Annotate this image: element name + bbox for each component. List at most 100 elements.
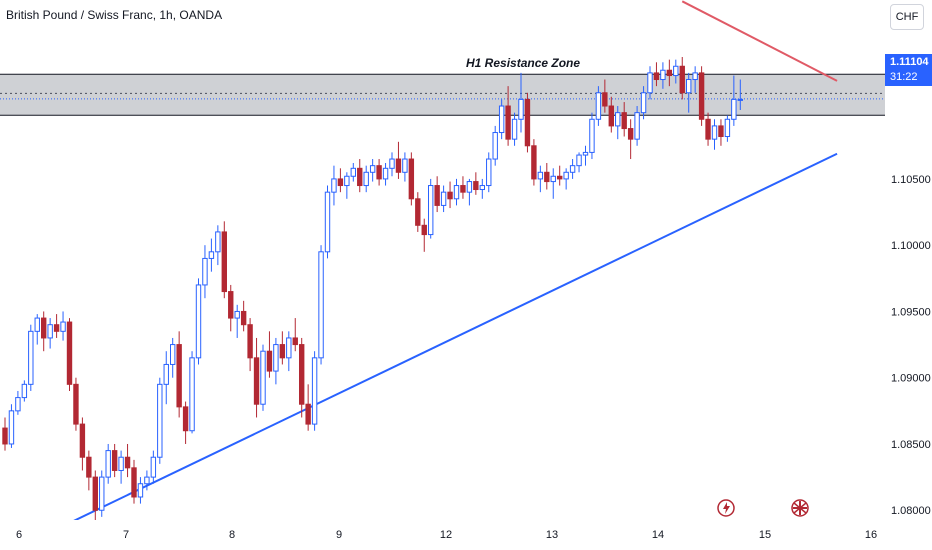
candle <box>47 318 53 349</box>
candle <box>131 459 137 504</box>
candle <box>686 72 692 113</box>
bar-countdown: 31:22 <box>890 71 918 83</box>
candle <box>357 159 363 193</box>
candle-body <box>382 167 389 180</box>
candle-body <box>531 145 537 180</box>
candle <box>279 331 286 365</box>
candle <box>15 390 21 415</box>
candle <box>92 470 98 524</box>
candle <box>673 59 679 84</box>
time-axis: 6 7 8 9 12 13 14 15 16 <box>0 520 885 550</box>
candle <box>189 351 195 434</box>
candle-body <box>453 185 460 200</box>
candle-body <box>15 397 21 412</box>
candle <box>337 168 344 193</box>
candle-body <box>170 344 176 365</box>
candle-body <box>537 171 544 180</box>
candle-body <box>376 165 382 180</box>
candle <box>157 377 163 464</box>
candle <box>331 165 337 206</box>
candle-body <box>292 337 298 346</box>
candle <box>589 112 595 160</box>
candle-body <box>737 98 743 101</box>
candle <box>41 311 47 352</box>
candle <box>99 470 105 517</box>
candle-body <box>479 185 486 191</box>
candle-body <box>131 467 137 498</box>
candle <box>299 337 305 418</box>
candle-body <box>602 92 608 107</box>
candle-body <box>369 165 376 173</box>
candle-body <box>434 185 440 206</box>
candle <box>634 106 640 146</box>
candle-body <box>311 357 318 425</box>
candle-body <box>731 98 737 120</box>
resistance-zone-label: H1 Resistance Zone <box>466 56 581 70</box>
candle-body <box>505 105 511 140</box>
candle <box>215 225 221 266</box>
candle <box>369 159 376 182</box>
support-trendline <box>10 152 838 550</box>
candle <box>195 278 202 365</box>
candle <box>692 66 698 93</box>
candle-body <box>299 344 305 405</box>
candle-body <box>389 158 395 169</box>
candle-body <box>608 105 614 127</box>
candle <box>111 443 118 478</box>
candle <box>234 304 240 338</box>
candle <box>389 152 395 177</box>
candle <box>273 337 279 385</box>
resistance-zone-fill <box>0 74 885 116</box>
candle <box>395 141 402 179</box>
candle-body <box>92 476 98 511</box>
candle-body <box>615 112 621 127</box>
event-icons-layer <box>717 499 809 517</box>
candle-body <box>260 350 266 405</box>
candle <box>53 314 60 338</box>
candle <box>447 181 453 209</box>
candle-body <box>705 118 711 140</box>
candle-body <box>408 158 415 200</box>
candle <box>498 99 505 140</box>
candle-body <box>150 456 157 478</box>
candle-body <box>253 357 260 405</box>
candle-body <box>344 175 350 187</box>
candle-body <box>544 171 550 183</box>
candle-body <box>357 167 363 187</box>
candle-body <box>718 125 724 138</box>
currency-button[interactable]: CHF <box>890 4 924 30</box>
candle-body <box>182 406 189 432</box>
candle <box>86 450 92 491</box>
time-axis-background <box>0 520 885 550</box>
candle <box>8 404 15 448</box>
candle <box>518 72 524 133</box>
candle-body <box>679 65 685 94</box>
candle <box>228 284 234 332</box>
candle-body <box>66 321 73 385</box>
candle <box>492 125 498 166</box>
candle <box>34 314 40 345</box>
uk-flag-icon <box>791 499 809 517</box>
candle-body <box>111 450 118 471</box>
price-tick-label: 1.09500 <box>891 306 931 318</box>
candle-body <box>73 383 79 425</box>
candle <box>318 245 324 365</box>
candle <box>60 311 66 341</box>
candle <box>144 470 150 491</box>
time-tick-label: 9 <box>336 529 342 541</box>
candle <box>724 115 731 142</box>
candle <box>569 159 576 179</box>
candle <box>627 119 634 160</box>
candle-body <box>79 423 86 458</box>
candle-body <box>331 178 337 193</box>
candle <box>647 66 653 100</box>
candle <box>434 176 440 213</box>
candle <box>350 163 357 182</box>
candle-body <box>2 427 8 445</box>
candle <box>640 86 647 120</box>
candle <box>79 417 86 471</box>
candle-body <box>627 128 634 140</box>
candle-body <box>492 132 498 160</box>
candle-body <box>157 383 163 458</box>
